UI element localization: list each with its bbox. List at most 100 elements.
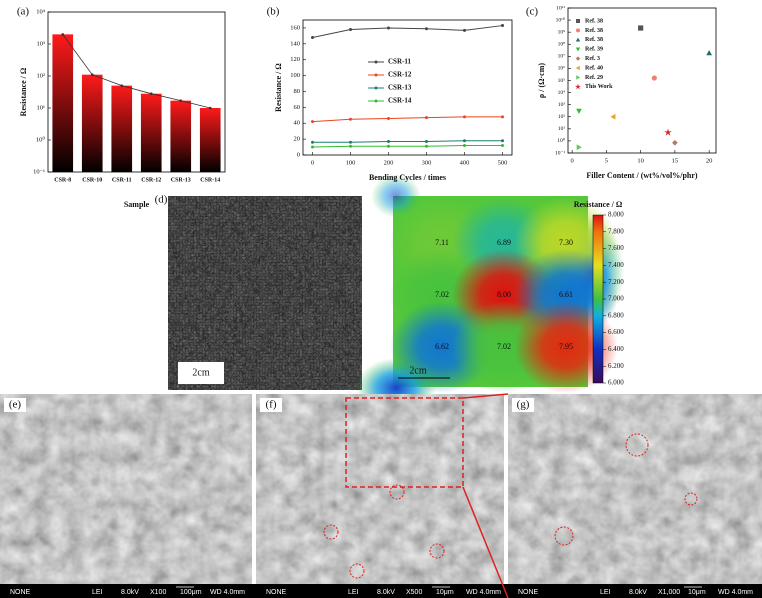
panel-label: (e) bbox=[9, 399, 22, 411]
photo-shade bbox=[168, 196, 362, 390]
sem-info: 10μm bbox=[436, 589, 454, 596]
y-tick-label: 10¹ bbox=[37, 104, 46, 111]
y-tick-label: 10⁵ bbox=[558, 78, 566, 84]
x-tick-label: 15 bbox=[672, 157, 679, 164]
sem-info: WD 4.0mm bbox=[210, 589, 245, 596]
photo bbox=[168, 196, 362, 390]
y-tick-label: 10⁰ bbox=[557, 137, 566, 144]
defect-circle bbox=[554, 526, 574, 546]
x-tick-label: 100 bbox=[346, 159, 356, 166]
x-axis-label: Filler Content / (wt%/vol%/phr) bbox=[586, 171, 698, 180]
defect-circle bbox=[684, 492, 698, 506]
sem-info: WD 4.0mm bbox=[718, 589, 753, 596]
sem-info: NONE bbox=[518, 589, 539, 596]
sem-image bbox=[256, 394, 504, 584]
heatmap-value: 7.30 bbox=[559, 238, 573, 247]
heatmap-value: 7.02 bbox=[435, 290, 449, 299]
point bbox=[387, 140, 390, 143]
legend-marker bbox=[575, 65, 580, 71]
point bbox=[387, 144, 390, 148]
panel-label: (d) bbox=[155, 194, 168, 206]
legend-label: CSR-13 bbox=[388, 84, 412, 92]
y-tick-label: 10⁴ bbox=[558, 90, 566, 96]
zoom-line bbox=[462, 486, 509, 598]
defect-circle bbox=[429, 543, 445, 559]
bar bbox=[52, 34, 74, 173]
colorbar-tick-label: 6.800 bbox=[608, 311, 624, 319]
trend-line bbox=[62, 34, 211, 109]
point bbox=[61, 33, 65, 36]
heatmap-low bbox=[371, 174, 421, 218]
sem-info: NONE bbox=[10, 589, 31, 596]
scale-box bbox=[178, 362, 224, 384]
scale-bar-label: 2cm bbox=[192, 367, 209, 378]
y-tick-label: 10¹¹ bbox=[556, 5, 565, 11]
point bbox=[349, 140, 352, 144]
bar bbox=[81, 74, 103, 172]
x-axis-label: Sample bbox=[124, 200, 150, 209]
scale-bar-label: 2cm bbox=[409, 365, 426, 376]
point bbox=[501, 139, 504, 143]
panel-label: (f) bbox=[266, 399, 277, 411]
zoom-box bbox=[345, 397, 464, 488]
point bbox=[208, 106, 212, 110]
x-tick-label: CSR-8 bbox=[54, 177, 71, 183]
point bbox=[425, 140, 428, 143]
y-tick-label: 20 bbox=[294, 136, 301, 143]
series-line bbox=[312, 116, 503, 123]
heatmap-value: 7.11 bbox=[435, 238, 449, 247]
colorbar-tick-label: 6.400 bbox=[608, 345, 624, 353]
y-tick-label: 10³ bbox=[558, 102, 566, 108]
y-tick-label: 10⁴ bbox=[36, 8, 46, 15]
point bbox=[311, 140, 314, 144]
sem-info: LEI bbox=[348, 589, 359, 596]
heatmap-value: 8.00 bbox=[497, 290, 511, 299]
defect-circle bbox=[349, 563, 365, 579]
y-tick-label: 10¹⁰ bbox=[556, 16, 566, 23]
x-tick-label: CSR-14 bbox=[200, 177, 220, 183]
point bbox=[501, 143, 504, 147]
x-tick-label: 400 bbox=[460, 159, 470, 166]
sem-info: NONE bbox=[266, 589, 287, 596]
y-tick-label: 10⁷ bbox=[558, 54, 566, 60]
point bbox=[311, 145, 314, 149]
colorbar-tick-label: 7.000 bbox=[608, 295, 624, 303]
x-axis-label: Bending Cycles / times bbox=[369, 173, 446, 182]
point bbox=[349, 144, 352, 148]
defect-circle bbox=[389, 484, 405, 500]
legend-marker bbox=[374, 86, 378, 90]
heatmap-value: 7.95 bbox=[559, 342, 573, 351]
point bbox=[311, 35, 314, 39]
heatmap-value: 7.02 bbox=[497, 342, 511, 351]
legend-marker bbox=[576, 75, 581, 80]
point bbox=[463, 28, 466, 32]
heatmap-cell bbox=[514, 301, 618, 393]
legend-marker bbox=[374, 73, 378, 77]
sem-info: X100 bbox=[150, 589, 166, 596]
x-tick-label: CSR-12 bbox=[141, 177, 161, 183]
sem-info: 100μm bbox=[180, 589, 202, 596]
colorbar-tick-label: 7.600 bbox=[608, 244, 624, 252]
bar bbox=[199, 108, 221, 172]
series-line bbox=[312, 144, 503, 148]
heatmap-value: 6.62 bbox=[435, 342, 449, 351]
point bbox=[501, 115, 504, 119]
legend-label: CSR-14 bbox=[388, 97, 412, 105]
point bbox=[576, 144, 582, 151]
sem-info: LEI bbox=[600, 589, 611, 596]
panel-label: (b) bbox=[267, 6, 280, 18]
sem-info: 8.0kV bbox=[377, 589, 395, 596]
point bbox=[463, 139, 466, 143]
legend-marker bbox=[575, 83, 581, 90]
point bbox=[463, 115, 466, 119]
x-tick-label: 0 bbox=[570, 157, 573, 164]
legend-marker bbox=[575, 56, 581, 61]
bar bbox=[140, 93, 162, 172]
point bbox=[349, 28, 352, 32]
y-tick-label: 10² bbox=[37, 72, 46, 79]
sem-image bbox=[0, 394, 252, 584]
x-tick-label: 0 bbox=[311, 159, 314, 166]
point bbox=[501, 24, 504, 28]
y-tick-label: 10⁸ bbox=[558, 42, 566, 48]
legend-marker bbox=[576, 19, 580, 23]
